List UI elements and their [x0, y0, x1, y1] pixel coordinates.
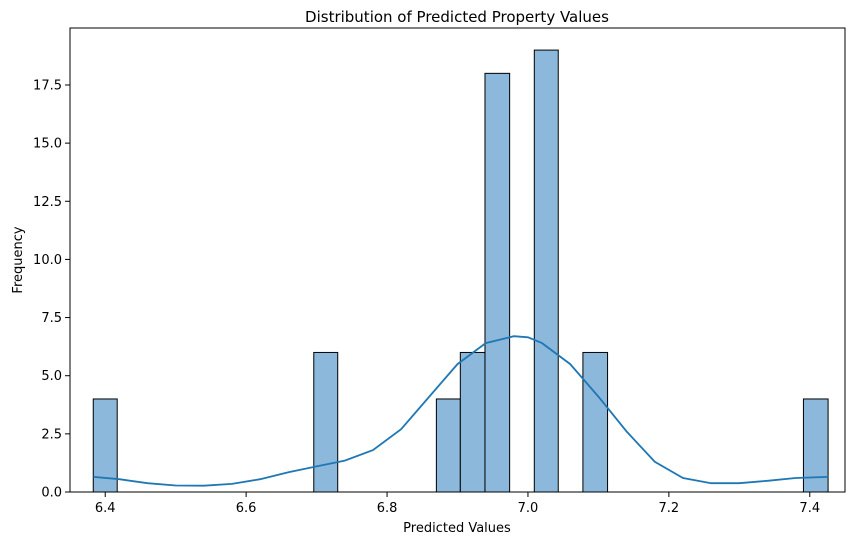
plot-border [69, 27, 846, 493]
histogram-bar [435, 398, 461, 493]
y-tick-label: 15.0 [33, 137, 62, 152]
y-axis-label: Frequency [11, 226, 26, 293]
x-tick-label: 6.8 [377, 501, 398, 516]
histogram-bar [484, 72, 511, 493]
chart-title: Distribution of Predicted Property Value… [305, 8, 609, 26]
y-tick-label: 10.0 [33, 253, 62, 268]
histogram-bar [459, 351, 486, 493]
plot-area: 6.4 6.6 6.8 7.0 7.2 7.4 0.0 2.5 5.0 7.5 10.0 12.5 1… [33, 27, 846, 516]
x-axis-label: Predicted Values [403, 521, 511, 536]
x-tick-label: 7.2 [659, 501, 680, 516]
histogram-bar [313, 351, 339, 493]
y-tick-label: 0.0 [41, 486, 62, 501]
y-tick-label: 5.0 [41, 369, 62, 384]
x-tick-label: 7.4 [799, 501, 820, 516]
histogram-bar [582, 351, 609, 493]
y-axis-ticks: 0.0 2.5 5.0 7.5 10.0 12.5 15.0 17.5 [33, 78, 70, 501]
x-tick-label: 6.6 [236, 501, 257, 516]
kde-curve [93, 335, 829, 487]
y-tick-label: 2.5 [41, 427, 62, 442]
y-tick-label: 17.5 [33, 78, 62, 93]
x-tick-label: 6.4 [95, 501, 116, 516]
histogram-bars [92, 49, 829, 493]
histogram-bar [533, 49, 559, 493]
x-axis-ticks: 6.4 6.6 6.8 7.0 7.2 7.4 [95, 492, 820, 516]
y-tick-label: 12.5 [33, 195, 62, 210]
y-tick-label: 7.5 [41, 311, 62, 326]
x-tick-label: 7.0 [518, 501, 539, 516]
